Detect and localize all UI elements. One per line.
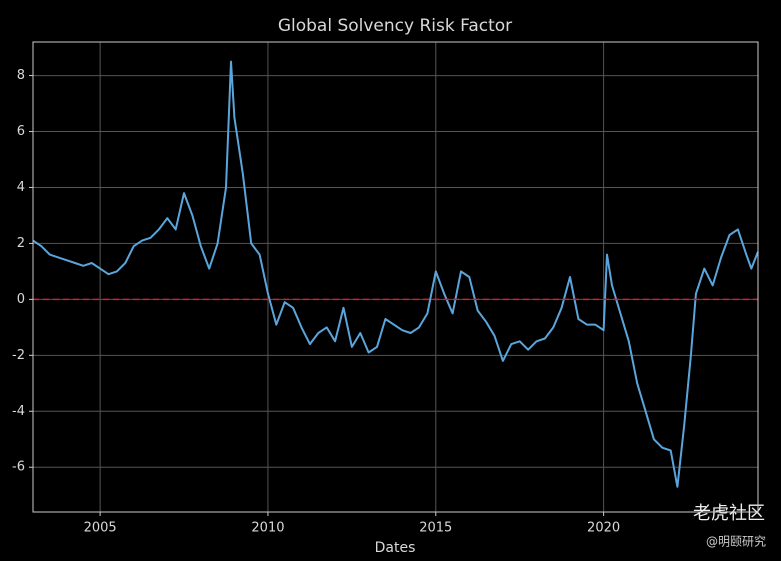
chart-title: Global Solvency Risk Factor bbox=[278, 16, 512, 36]
y-tick-label: -4 bbox=[12, 404, 25, 419]
plot-frame bbox=[32, 41, 759, 513]
y-tick-label: -2 bbox=[12, 348, 25, 363]
data-line bbox=[32, 60, 759, 488]
x-tick-label: 2020 bbox=[587, 521, 620, 536]
x-axis-label: Dates bbox=[375, 540, 416, 556]
y-tick-label: 2 bbox=[17, 236, 25, 251]
credit: @明颐研究 bbox=[706, 534, 766, 549]
watermark: 老虎社区 bbox=[693, 503, 765, 524]
y-tick-label: 6 bbox=[17, 124, 25, 139]
y-tick-label: 8 bbox=[17, 68, 25, 83]
y-tick-label: 0 bbox=[17, 292, 25, 307]
x-tick-label: 2005 bbox=[84, 521, 117, 536]
x-tick-label: 2015 bbox=[419, 521, 452, 536]
x-tick-label: 2010 bbox=[251, 521, 284, 536]
y-tick-label: -6 bbox=[12, 460, 25, 475]
y-tick-label: 4 bbox=[17, 180, 25, 195]
